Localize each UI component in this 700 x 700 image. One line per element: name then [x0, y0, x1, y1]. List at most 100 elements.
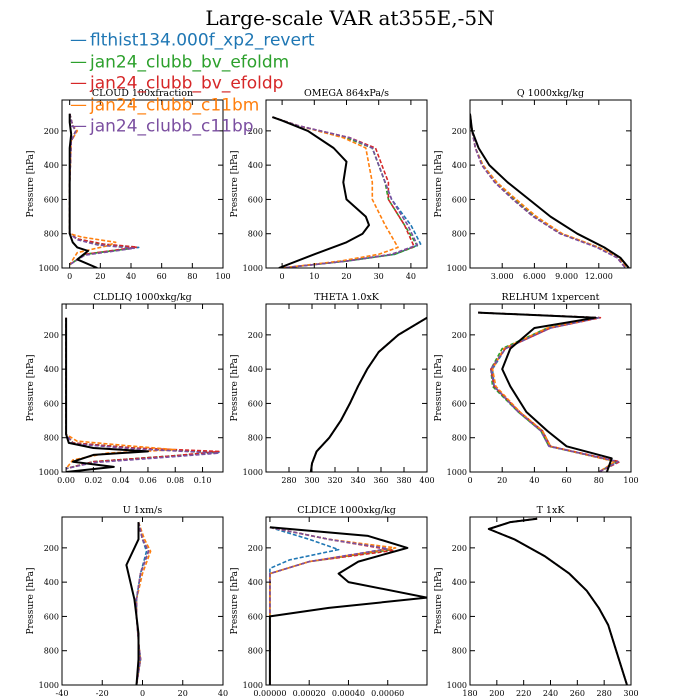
legend-swatch: — — [70, 73, 87, 93]
series-line — [272, 116, 370, 268]
series-group — [309, 316, 427, 472]
x-tick-label: 380 — [396, 476, 411, 485]
series-group — [470, 113, 630, 268]
series-line — [470, 113, 627, 268]
y-tick-label: 200 — [248, 331, 263, 340]
series-group — [68, 113, 140, 268]
panel-title: CLOUD 100xfraction — [92, 88, 193, 99]
series-line — [268, 526, 427, 685]
x-tick-label: 0.00 — [57, 476, 75, 485]
series-line — [487, 517, 628, 685]
y-tick-label: 600 — [44, 195, 59, 204]
chart-panel: 200 400 600 800 1000-40 -20 0 20 40 U 1xm/s Pressu… — [26, 505, 228, 698]
x-tick-label: 60 — [562, 476, 572, 485]
y-tick-label: 200 — [452, 331, 467, 340]
x-tick-label: 300 — [623, 689, 638, 698]
series-line — [65, 317, 220, 470]
legend-label: jan24_clubb_bv_efoldm — [90, 52, 290, 72]
legend-label: jan24_clubb_bv_efoldp — [90, 73, 284, 94]
series-group — [125, 521, 152, 685]
series-line — [470, 113, 628, 268]
legend-swatch: — — [70, 30, 87, 50]
chart-panel: 200 400 600 800 1000 3.000 6.000 9.000 12.000 Q 1… — [434, 88, 632, 281]
legend-label: jan24_clubb_c11bm — [90, 95, 260, 115]
y-tick-label: 800 — [44, 647, 59, 656]
x-tick-label: 320 — [327, 476, 342, 485]
x-tick-label: 40 — [218, 689, 228, 698]
y-tick-label: 200 — [248, 127, 263, 136]
legend-item: — jan24_clubb_c11bp — [70, 116, 315, 138]
series-line — [272, 116, 415, 268]
y-axis-label: Pressure [hPa] — [230, 567, 240, 634]
series-line — [309, 316, 427, 472]
legend-swatch: — — [70, 94, 87, 115]
series-line — [310, 317, 427, 472]
series-line — [65, 317, 217, 470]
y-tick-label: 400 — [452, 578, 467, 587]
legend-item: — jan24_clubb_c11bm — [70, 95, 315, 117]
y-axis-label: Pressure [hPa] — [230, 150, 240, 217]
panel-title: Q 1000xkg/kg — [517, 88, 584, 99]
y-tick-label: 1000 — [39, 468, 59, 477]
series-line — [269, 526, 340, 685]
series-line — [487, 517, 628, 685]
panel-title: RELHUM 1xpercent — [502, 292, 600, 303]
y-tick-label: 800 — [452, 434, 467, 443]
plot-frame — [469, 516, 632, 686]
x-tick-label: 20 — [95, 272, 105, 281]
y-tick-label: 400 — [248, 161, 263, 170]
series-group — [272, 116, 422, 268]
y-tick-label: 800 — [452, 230, 467, 239]
plot-frame — [265, 516, 428, 686]
chart-panel: 200 400 600 800 1000 280 300 320 340 360 380 400 THE… — [230, 292, 435, 485]
series-line — [487, 517, 628, 685]
x-tick-label: -20 — [96, 689, 109, 698]
y-axis-label: Pressure [hPa] — [434, 354, 444, 421]
plot-frame — [61, 99, 224, 269]
x-tick-label: 20 — [497, 476, 507, 485]
x-tick-label: 0.10 — [194, 476, 212, 485]
x-tick-label: 400 — [419, 476, 434, 485]
x-tick-label: 0.00000 — [253, 689, 286, 698]
legend-swatch: — — [70, 116, 87, 136]
series-group — [268, 526, 427, 685]
x-tick-label: 3.000 — [491, 272, 514, 281]
series-line — [310, 317, 427, 472]
y-tick-label: 800 — [248, 230, 263, 239]
x-tick-label: 220 — [516, 689, 531, 698]
x-tick-label: 0 — [67, 272, 72, 281]
y-axis-label: Pressure [hPa] — [26, 567, 36, 634]
x-tick-label: 0.00040 — [332, 689, 365, 698]
x-tick-label: 0.00060 — [371, 689, 404, 698]
y-tick-label: 1000 — [243, 264, 263, 273]
legend-swatch: — — [70, 51, 87, 72]
y-tick-label: 200 — [248, 544, 263, 553]
y-tick-label: 600 — [452, 399, 467, 408]
panel-title: U 1xm/s — [123, 505, 163, 516]
series-line — [470, 113, 628, 268]
series-line — [487, 517, 628, 685]
y-tick-label: 1000 — [39, 264, 59, 273]
x-tick-label: -40 — [56, 689, 69, 698]
x-tick-label: 280 — [281, 476, 296, 485]
series-line — [310, 317, 427, 472]
plot-frame — [265, 303, 428, 473]
y-tick-label: 1000 — [243, 468, 263, 477]
series-line — [478, 311, 613, 472]
x-tick-label: 0 — [467, 476, 472, 485]
series-line — [65, 317, 149, 472]
x-tick-label: 10 — [309, 272, 319, 281]
series-line — [125, 522, 140, 685]
y-tick-label: 800 — [44, 230, 59, 239]
y-tick-label: 600 — [44, 399, 59, 408]
series-line — [310, 317, 427, 472]
plot-frame — [469, 303, 632, 473]
x-tick-label: 80 — [594, 476, 604, 485]
series-line — [65, 317, 220, 470]
series-group — [487, 517, 628, 685]
legend-item: — jan24_clubb_bv_efoldm — [70, 52, 315, 74]
panel-title: THETA 1.0xK — [314, 292, 380, 303]
